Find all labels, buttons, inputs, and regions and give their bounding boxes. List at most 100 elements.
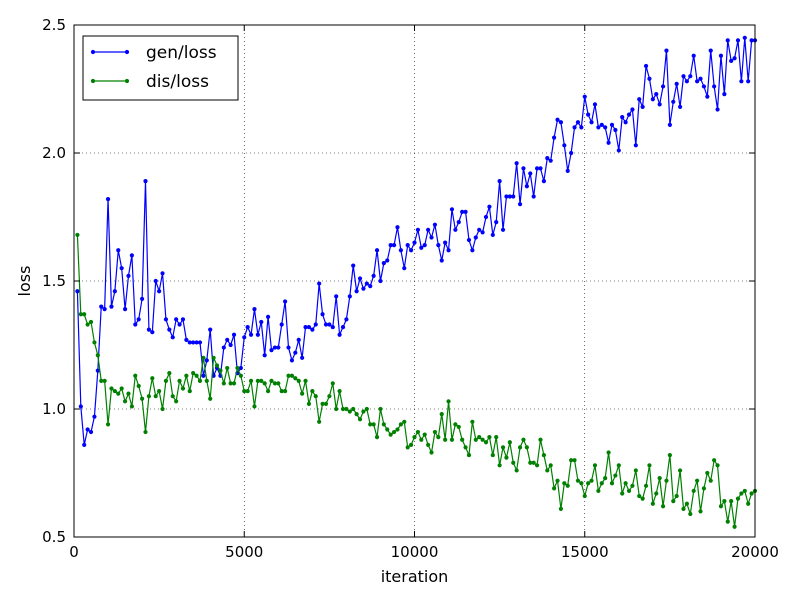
data-point xyxy=(664,48,669,53)
data-point xyxy=(133,322,138,327)
data-point xyxy=(99,304,104,309)
data-point xyxy=(306,401,312,406)
data-point xyxy=(242,388,247,394)
data-point xyxy=(606,450,611,455)
data-point xyxy=(361,409,366,414)
data-point xyxy=(681,74,686,79)
data-point xyxy=(289,373,295,378)
data-point xyxy=(313,394,318,399)
data-point xyxy=(259,378,264,383)
data-point xyxy=(245,388,250,394)
data-point xyxy=(252,307,257,312)
data-point xyxy=(78,312,83,317)
data-point xyxy=(160,271,165,276)
data-point xyxy=(606,140,611,145)
data-point xyxy=(449,207,455,212)
data-point xyxy=(204,378,209,383)
data-point xyxy=(146,394,152,399)
data-point xyxy=(262,381,267,386)
data-point xyxy=(732,56,737,61)
data-point xyxy=(725,38,730,43)
legend-item: gen/loss xyxy=(90,43,217,63)
data-point xyxy=(371,422,376,427)
data-point xyxy=(735,496,741,501)
data-point xyxy=(735,38,741,43)
data-point xyxy=(327,322,332,327)
data-point xyxy=(660,84,666,89)
data-point xyxy=(654,491,659,496)
data-point xyxy=(674,81,679,86)
data-point xyxy=(143,429,148,435)
data-point xyxy=(163,317,169,322)
data-point xyxy=(317,419,322,424)
data-point xyxy=(351,406,356,412)
data-point xyxy=(432,222,438,227)
data-point xyxy=(92,414,97,419)
data-point xyxy=(422,432,427,437)
data-point xyxy=(371,273,376,278)
data-point xyxy=(119,266,124,271)
data-point xyxy=(715,107,720,112)
data-point xyxy=(541,452,546,458)
data-point xyxy=(623,481,628,486)
data-point xyxy=(599,481,604,486)
data-point xyxy=(398,422,403,427)
data-point xyxy=(388,432,393,437)
data-point xyxy=(514,468,519,473)
data-point xyxy=(528,460,533,465)
data-point xyxy=(701,486,707,491)
data-point xyxy=(347,294,352,299)
data-point xyxy=(695,79,700,84)
data-point xyxy=(626,488,632,494)
data-point xyxy=(456,220,461,225)
data-point xyxy=(688,74,693,79)
data-point xyxy=(201,373,206,378)
data-point xyxy=(286,373,291,378)
data-point xyxy=(408,248,414,253)
data-point xyxy=(391,243,397,248)
data-point xyxy=(517,445,523,450)
data-point xyxy=(214,363,220,368)
x-tick-label: 20000 xyxy=(731,543,779,561)
data-point xyxy=(511,460,516,465)
data-point xyxy=(323,322,329,327)
data-point xyxy=(616,463,621,468)
data-point xyxy=(637,493,642,499)
data-point xyxy=(633,468,638,473)
data-point xyxy=(289,358,295,363)
data-point xyxy=(208,396,213,401)
data-point xyxy=(395,427,400,432)
data-point xyxy=(402,266,407,271)
data-point xyxy=(511,194,516,199)
data-point xyxy=(265,314,271,319)
data-point xyxy=(746,79,751,84)
data-point xyxy=(453,422,458,427)
data-point xyxy=(470,248,475,253)
data-point xyxy=(589,120,594,125)
legend-frame xyxy=(82,35,239,101)
data-point xyxy=(347,409,352,414)
data-point xyxy=(248,332,254,337)
data-point xyxy=(340,324,346,330)
y-tick-label: 0.5 xyxy=(42,528,66,546)
series-gen-loss xyxy=(75,35,758,447)
data-point xyxy=(381,422,386,427)
data-point xyxy=(419,437,424,442)
data-point xyxy=(221,345,226,350)
data-point xyxy=(613,473,618,478)
data-point xyxy=(609,481,615,486)
data-point xyxy=(443,240,448,245)
series-dis-loss xyxy=(75,232,758,529)
data-point xyxy=(500,445,506,450)
data-point xyxy=(521,166,526,171)
legend-swatch-marker xyxy=(124,78,130,84)
data-point xyxy=(620,491,625,496)
data-point xyxy=(596,488,601,494)
data-point xyxy=(569,150,574,156)
grid-lines xyxy=(74,25,755,537)
data-point xyxy=(552,135,557,140)
data-point xyxy=(153,394,158,399)
data-point xyxy=(701,84,707,89)
data-point xyxy=(313,322,318,327)
data-point xyxy=(630,107,635,112)
